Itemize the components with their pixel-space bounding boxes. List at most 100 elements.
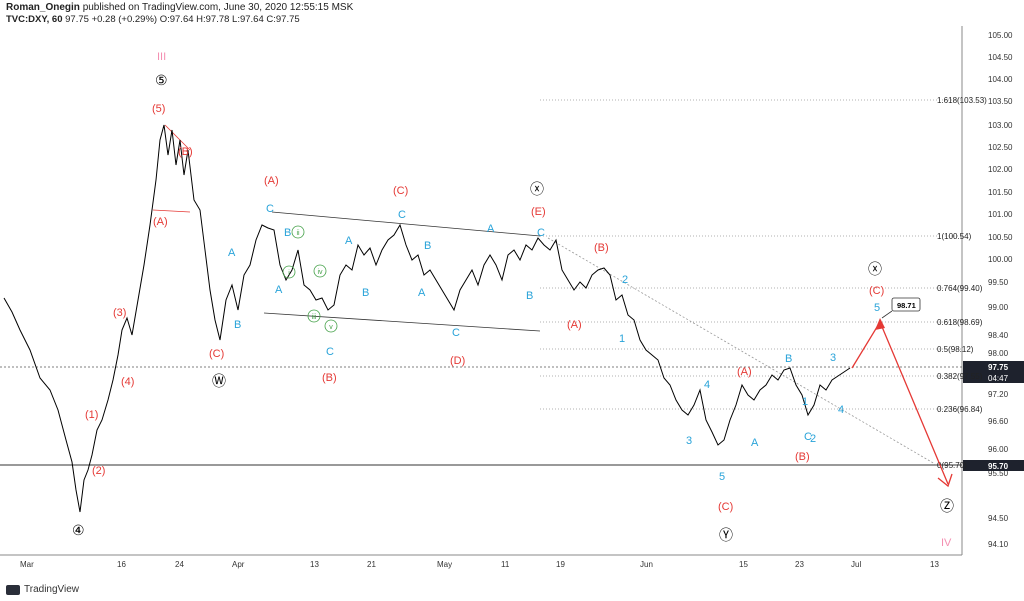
svg-text:101.50: 101.50 — [988, 188, 1013, 197]
svg-text:15: 15 — [739, 560, 748, 569]
svg-text:104.50: 104.50 — [988, 53, 1013, 62]
svg-text:(3): (3) — [113, 307, 126, 319]
svg-text:04:47: 04:47 — [988, 374, 1009, 383]
svg-text:3: 3 — [830, 352, 836, 364]
svg-text:102.00: 102.00 — [988, 165, 1013, 174]
svg-text:98.71: 98.71 — [897, 301, 916, 310]
svg-text:iii: iii — [312, 314, 317, 321]
arrow-down-icon — [937, 473, 953, 488]
svg-text:103.50: 103.50 — [988, 97, 1013, 106]
svg-text:ⓧ: ⓧ — [530, 181, 544, 197]
svg-text:A: A — [228, 247, 236, 259]
svg-text:4: 4 — [838, 404, 844, 416]
svg-text:B: B — [284, 227, 291, 239]
channel-upper-line[interactable] — [271, 211, 541, 237]
svg-text:B: B — [424, 240, 431, 252]
svg-text:IV: IV — [941, 537, 952, 549]
svg-text:0(95.70): 0(95.70) — [937, 461, 967, 470]
svg-text:95.70: 95.70 — [988, 462, 1009, 471]
svg-text:(C): (C) — [209, 348, 224, 360]
svg-text:0.236(96.84): 0.236(96.84) — [937, 405, 983, 414]
svg-text:B: B — [526, 290, 533, 302]
svg-text:(B): (B) — [594, 242, 609, 254]
ohlc-values: O:97.64 H:97.78 L:97.64 C:97.75 — [159, 14, 300, 25]
svg-text:C: C — [398, 209, 406, 221]
svg-text:24: 24 — [175, 560, 184, 569]
svg-text:94.50: 94.50 — [988, 514, 1009, 523]
svg-text:95.50: 95.50 — [988, 469, 1009, 478]
svg-text:(4): (4) — [121, 376, 134, 388]
wave-b-line — [164, 124, 191, 151]
svg-text:(C): (C) — [869, 285, 884, 297]
channel-lower-line[interactable] — [263, 312, 541, 332]
author-name[interactable]: Roman_Onegin — [6, 2, 80, 13]
time-axis-ticks: Mar 16 24 Apr 13 21 May 11 19 Jun 15 23 … — [20, 560, 939, 569]
svg-text:101.00: 101.00 — [988, 210, 1013, 219]
svg-text:5: 5 — [719, 471, 725, 483]
svg-text:May: May — [437, 560, 452, 569]
current-price-badge — [963, 361, 1024, 372]
projection-path[interactable] — [851, 320, 949, 485]
svg-text:(5): (5) — [152, 103, 165, 115]
svg-text:2: 2 — [810, 433, 816, 445]
symbol-label: TVC:DXY, 60 — [6, 14, 63, 25]
svg-text:97.75: 97.75 — [988, 363, 1009, 372]
svg-text:A: A — [418, 287, 426, 299]
target-callout[interactable] — [891, 297, 921, 312]
svg-text:104.00: 104.00 — [988, 75, 1013, 84]
svg-text:(A): (A) — [737, 366, 752, 378]
svg-text:98.00: 98.00 — [988, 349, 1009, 358]
arrow-up-icon — [875, 318, 885, 330]
svg-text:Ⓦ: Ⓦ — [212, 373, 226, 389]
level-badge — [963, 460, 1024, 471]
svg-text:Apr: Apr — [232, 560, 245, 569]
svg-text:(C): (C) — [393, 185, 408, 197]
svg-text:C: C — [537, 227, 545, 239]
svg-text:94.10: 94.10 — [988, 540, 1009, 549]
svg-text:i: i — [288, 270, 290, 277]
svg-text:Ⓩ: Ⓩ — [940, 498, 954, 514]
tradingview-logo-icon — [6, 584, 20, 595]
svg-text:(A): (A) — [153, 216, 168, 228]
svg-text:A: A — [275, 284, 283, 296]
svg-text:Jun: Jun — [640, 560, 653, 569]
svg-text:5: 5 — [874, 302, 880, 314]
svg-text:B: B — [362, 287, 369, 299]
trend-line[interactable] — [547, 237, 936, 465]
svg-text:v: v — [329, 324, 333, 331]
svg-text:99.00: 99.00 — [988, 303, 1009, 312]
svg-text:97.20: 97.20 — [988, 390, 1009, 399]
svg-text:105.00: 105.00 — [988, 31, 1013, 40]
svg-text:19: 19 — [556, 560, 565, 569]
svg-text:(A): (A) — [264, 175, 279, 187]
svg-text:13: 13 — [930, 560, 939, 569]
svg-text:Mar: Mar — [20, 560, 34, 569]
svg-text:C: C — [326, 346, 334, 358]
svg-text:2: 2 — [622, 274, 628, 286]
svg-text:(B): (B) — [178, 146, 193, 158]
brand-label[interactable]: TradingView — [24, 584, 80, 595]
svg-text:B: B — [234, 319, 241, 331]
svg-text:B: B — [785, 353, 792, 365]
fib-retracement[interactable] — [540, 99, 962, 410]
svg-text:C: C — [452, 327, 460, 339]
svg-text:100.00: 100.00 — [988, 255, 1013, 264]
svg-text:16: 16 — [117, 560, 126, 569]
svg-text:(B): (B) — [795, 451, 810, 463]
svg-text:0.618(98.69): 0.618(98.69) — [937, 318, 983, 327]
svg-text:ⓧ: ⓧ — [868, 261, 882, 277]
svg-text:(2): (2) — [92, 465, 105, 477]
svg-text:0.764(99.40): 0.764(99.40) — [937, 284, 983, 293]
published-text: published on TradingView.com, June 30, 2… — [82, 2, 354, 13]
symbol-legend: TVC:DXY, 60 97.75 +0.28 (+0.29%) O:97.64… — [6, 14, 300, 25]
svg-text:1(100.54): 1(100.54) — [937, 232, 972, 241]
svg-text:3: 3 — [686, 435, 692, 447]
svg-text:21: 21 — [367, 560, 376, 569]
svg-text:11: 11 — [501, 560, 510, 569]
footer: TradingView — [6, 584, 79, 595]
svg-text:C: C — [266, 203, 274, 215]
svg-text:99.50: 99.50 — [988, 278, 1009, 287]
svg-text:1: 1 — [619, 333, 625, 345]
fib-labels: 1.618(103.53) 1(100.54) 0.764(99.40) 0.6… — [937, 96, 987, 470]
